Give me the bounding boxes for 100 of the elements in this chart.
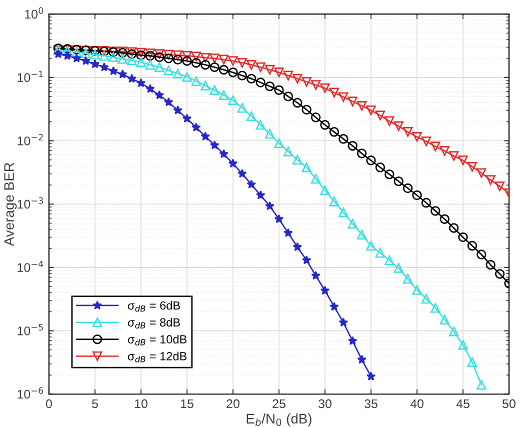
point bbox=[256, 78, 266, 88]
point bbox=[126, 55, 137, 66]
point bbox=[310, 112, 321, 122]
point bbox=[458, 340, 468, 350]
point bbox=[164, 50, 174, 60]
point bbox=[284, 228, 293, 238]
point bbox=[357, 354, 366, 364]
point bbox=[274, 214, 284, 224]
point bbox=[164, 54, 174, 64]
point bbox=[118, 69, 128, 78]
point bbox=[310, 80, 321, 90]
point bbox=[246, 111, 256, 121]
point bbox=[218, 54, 229, 64]
point bbox=[412, 132, 422, 142]
point bbox=[356, 230, 367, 240]
point bbox=[256, 62, 266, 72]
point bbox=[228, 95, 238, 106]
x-tick-label: 25 bbox=[272, 399, 286, 408]
point bbox=[421, 136, 432, 146]
point bbox=[145, 51, 156, 61]
point bbox=[311, 270, 320, 280]
point bbox=[329, 196, 340, 206]
point bbox=[146, 84, 155, 93]
point bbox=[320, 185, 330, 196]
point bbox=[302, 77, 312, 87]
point bbox=[136, 50, 146, 60]
x-tick-label: 40 bbox=[410, 399, 424, 408]
point bbox=[192, 122, 201, 132]
point bbox=[246, 60, 256, 70]
point bbox=[210, 85, 220, 95]
point bbox=[476, 168, 486, 178]
point bbox=[219, 149, 228, 158]
point bbox=[228, 68, 238, 78]
point bbox=[338, 208, 348, 218]
point bbox=[458, 156, 468, 166]
point bbox=[172, 50, 183, 60]
point bbox=[448, 223, 459, 233]
point bbox=[384, 255, 394, 266]
point bbox=[421, 294, 432, 304]
point bbox=[62, 51, 72, 60]
point bbox=[145, 60, 156, 70]
y-tick-label: 10$^{−3}$ bbox=[18, 197, 43, 209]
point bbox=[348, 336, 358, 346]
point bbox=[283, 92, 294, 102]
point bbox=[338, 134, 348, 144]
legend-label: σ$_{dB}$ = 8dB bbox=[128, 318, 180, 329]
point bbox=[330, 302, 339, 311]
y-axis-title: Average BER bbox=[4, 162, 17, 246]
point bbox=[90, 59, 100, 68]
x-tick-label: 5 bbox=[92, 399, 98, 408]
point bbox=[145, 48, 156, 58]
point bbox=[302, 255, 312, 264]
point bbox=[320, 120, 330, 130]
point bbox=[274, 85, 284, 95]
y-tick-label: 10$^{−4}$ bbox=[18, 260, 44, 272]
point bbox=[430, 142, 440, 152]
point bbox=[430, 303, 440, 313]
point bbox=[348, 96, 358, 106]
point bbox=[494, 269, 505, 279]
point bbox=[302, 104, 312, 115]
point bbox=[375, 162, 386, 172]
point bbox=[265, 201, 274, 210]
point bbox=[172, 68, 183, 78]
point bbox=[108, 52, 118, 62]
point bbox=[191, 58, 202, 68]
point bbox=[338, 92, 348, 102]
point bbox=[246, 180, 256, 189]
point bbox=[348, 218, 358, 229]
point bbox=[154, 62, 164, 72]
point bbox=[182, 51, 192, 61]
point bbox=[173, 106, 182, 114]
point bbox=[402, 127, 413, 137]
legend-label: σ$_{dB}$ = 10dB bbox=[128, 334, 186, 346]
point bbox=[366, 240, 376, 251]
point bbox=[172, 54, 183, 64]
point bbox=[384, 169, 394, 180]
point bbox=[136, 57, 146, 68]
point bbox=[476, 250, 486, 260]
point bbox=[486, 260, 496, 270]
point bbox=[467, 162, 478, 172]
point bbox=[476, 380, 486, 390]
legend-label: σ$_{dB}$ = 6dB bbox=[128, 301, 180, 312]
x-tick-label: 45 bbox=[456, 399, 470, 408]
point bbox=[237, 58, 248, 68]
point bbox=[402, 183, 413, 194]
legend-label: σ$_{dB}$ = 12dB bbox=[128, 352, 186, 362]
point bbox=[394, 121, 404, 132]
point bbox=[238, 168, 247, 178]
point bbox=[421, 198, 432, 208]
y-tick-label: 10$^{−1}$ bbox=[18, 70, 43, 82]
point bbox=[237, 70, 248, 80]
point bbox=[218, 64, 229, 75]
point bbox=[366, 106, 376, 116]
point bbox=[228, 56, 238, 66]
point bbox=[310, 174, 321, 184]
point bbox=[182, 114, 192, 123]
point bbox=[264, 128, 275, 139]
point bbox=[448, 151, 459, 161]
point bbox=[54, 49, 63, 58]
point bbox=[412, 285, 422, 295]
